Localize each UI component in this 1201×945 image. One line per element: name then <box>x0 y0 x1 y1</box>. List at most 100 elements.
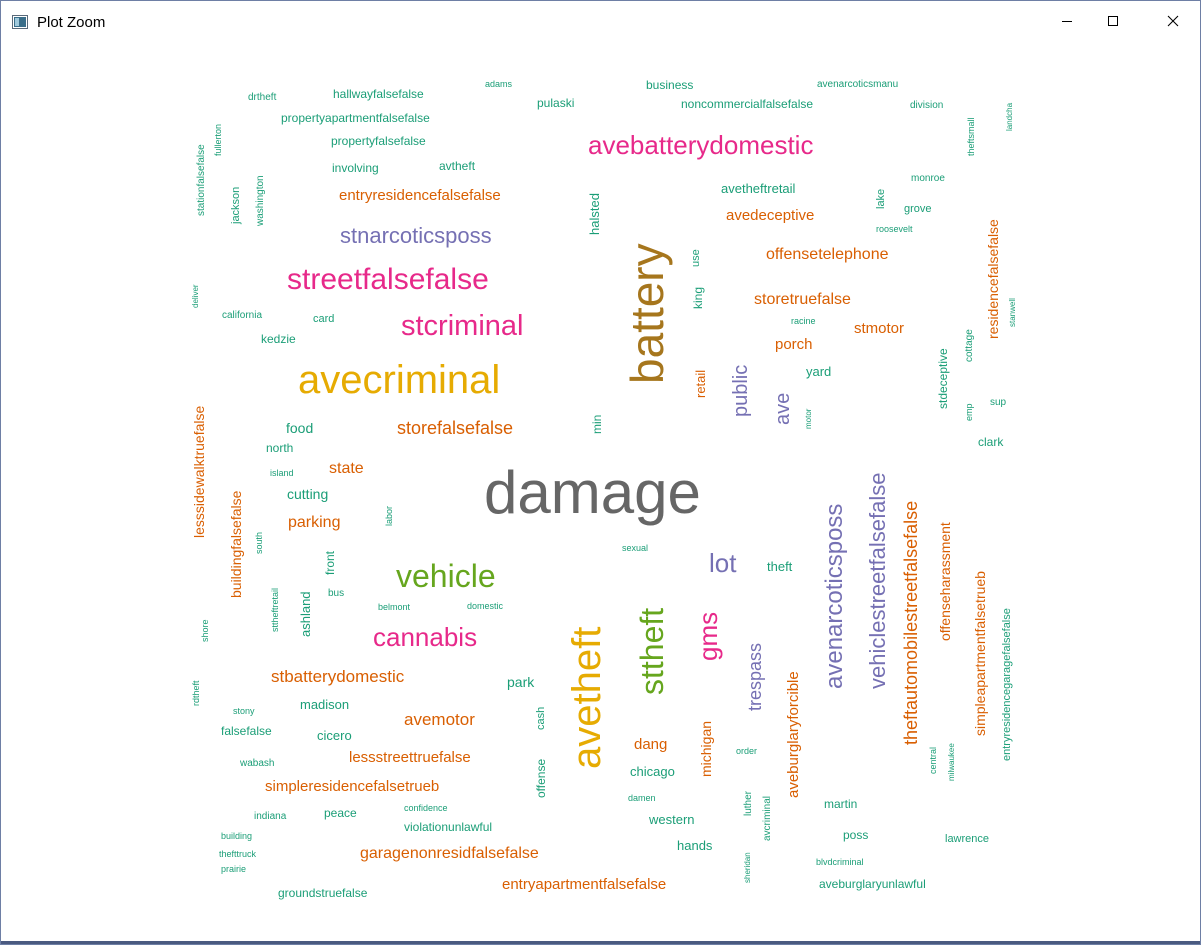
cloud-word: building <box>221 831 253 841</box>
cloud-word: cannabis <box>373 622 478 652</box>
cloud-word: halsted <box>587 193 602 235</box>
app-icon <box>12 15 28 29</box>
cloud-word: avenarcoticsposs <box>821 503 848 689</box>
cloud-word: offense <box>534 758 548 798</box>
cloud-word: king <box>691 286 705 309</box>
cloud-word: aveburglaryunlawful <box>819 877 926 891</box>
cloud-word: stbatterydomestic <box>271 667 405 686</box>
cloud-word: offensetelephone <box>766 246 889 263</box>
cloud-word: simpleresidencefalsetrueb <box>265 778 440 795</box>
cloud-word: avedeceptive <box>726 207 815 224</box>
cloud-word: gms <box>693 611 723 661</box>
cloud-word: deliver <box>191 284 200 308</box>
cloud-word: martin <box>824 797 858 811</box>
cloud-word: labor <box>384 505 394 526</box>
cloud-word: ashland <box>298 591 313 637</box>
cloud-word: avecriminal <box>298 358 501 402</box>
cloud-word: entryapartmentfalsefalse <box>502 876 667 893</box>
maximize-icon <box>1107 14 1119 32</box>
cloud-word: cicero <box>317 728 352 743</box>
cloud-word: luther <box>743 790 754 816</box>
title-bar[interactable]: Plot Zoom <box>1 1 1200 45</box>
cloud-word: wabash <box>240 758 275 769</box>
cloud-word: hallwayfalsefalse <box>333 87 424 101</box>
cloud-word: sttheft <box>634 607 670 695</box>
close-icon <box>1167 14 1179 32</box>
cloud-word: stcriminal <box>401 310 524 342</box>
cloud-word: stationfalsefalse <box>196 144 207 216</box>
cloud-word: central <box>928 746 938 774</box>
cloud-word: sup <box>990 397 1007 408</box>
cloud-word: propertyfalsefalse <box>331 134 426 148</box>
cloud-word: yard <box>806 364 832 379</box>
cloud-word: theft <box>767 559 793 574</box>
cloud-word: avcriminal <box>762 795 773 841</box>
cloud-word: clark <box>978 435 1004 449</box>
cloud-word: kedzie <box>261 332 296 346</box>
cloud-word: blvdcriminal <box>816 857 864 867</box>
cloud-word: stony <box>233 706 255 716</box>
cloud-word: dang <box>634 736 668 753</box>
cloud-word: aveburglaryforcible <box>785 671 802 798</box>
cloud-word: adams <box>485 79 513 89</box>
cloud-word: motor <box>804 408 813 429</box>
cloud-word: porch <box>775 336 813 353</box>
cloud-word: stmotor <box>854 320 905 337</box>
cloud-word: damage <box>484 459 701 526</box>
cloud-word: confidence <box>404 803 448 813</box>
cloud-word: drtheft <box>248 92 277 103</box>
cloud-word: sheridan <box>743 852 752 883</box>
cloud-word: propertyapartmentfalsefalse <box>281 111 430 125</box>
close-button[interactable] <box>1150 1 1196 45</box>
cloud-word: lake <box>875 188 887 209</box>
cloud-word: california <box>222 310 263 321</box>
cloud-word: avetheft <box>565 626 609 769</box>
cloud-word: simpleapartmentfalsetrueb <box>972 571 988 736</box>
cloud-word: racine <box>791 316 816 326</box>
cloud-word: storefalsefalse <box>397 418 514 438</box>
minimize-button[interactable] <box>1044 1 1090 45</box>
cloud-word: avemotor <box>404 710 475 729</box>
cloud-word: hands <box>677 838 713 853</box>
maximize-button[interactable] <box>1090 1 1136 45</box>
cloud-word: lawrence <box>945 833 990 845</box>
cloud-word: michigan <box>698 720 714 777</box>
cloud-word: stnarcoticsposs <box>340 223 492 248</box>
cloud-word: streetfalsefalse <box>287 263 489 296</box>
cloud-word: residencefalsefalse <box>985 219 1001 339</box>
cloud-word: landcha <box>1005 102 1014 131</box>
cloud-word: prairie <box>221 864 247 874</box>
cloud-word: theftsmall <box>966 117 976 156</box>
cloud-word: garagenonresidfalsefalse <box>360 845 539 862</box>
cloud-word: avtheft <box>439 159 476 173</box>
cloud-word: peace <box>324 806 357 820</box>
cloud-word: division <box>910 100 944 111</box>
cloud-word: battery <box>621 243 673 384</box>
cloud-word: thefttruck <box>219 849 257 859</box>
cloud-word: emp <box>964 403 974 421</box>
cloud-word: involving <box>332 161 379 175</box>
cloud-word: offenseharassment <box>937 522 953 641</box>
cloud-word: theftautomobilestreetfalsefalse <box>901 500 921 745</box>
cloud-word: monroe <box>911 173 945 184</box>
cloud-word: public <box>730 364 752 417</box>
window-title: Plot Zoom <box>37 14 106 31</box>
cloud-word: poss <box>843 828 869 842</box>
cloud-word: avenarcoticsmanu <box>817 79 899 90</box>
cloud-word: grove <box>904 203 932 215</box>
word-cloud-plot: damage battery avecriminal avetheft streetfa… <box>1 45 1200 943</box>
cloud-word: cutting <box>287 486 329 502</box>
cloud-word: south <box>254 531 264 554</box>
cloud-word: north <box>266 441 294 455</box>
cloud-word: indiana <box>254 811 287 822</box>
cloud-word: business <box>646 78 694 92</box>
cloud-word: sexual <box>622 543 649 553</box>
cloud-word: domestic <box>467 601 504 611</box>
cloud-word: avebatterydomestic <box>588 130 814 160</box>
minimize-icon <box>1061 14 1073 32</box>
cloud-word: stanwell <box>1008 298 1017 327</box>
cloud-word: entryresidencefalsefalse <box>339 187 501 204</box>
cloud-word: western <box>649 812 695 827</box>
cloud-word: use <box>690 249 702 267</box>
